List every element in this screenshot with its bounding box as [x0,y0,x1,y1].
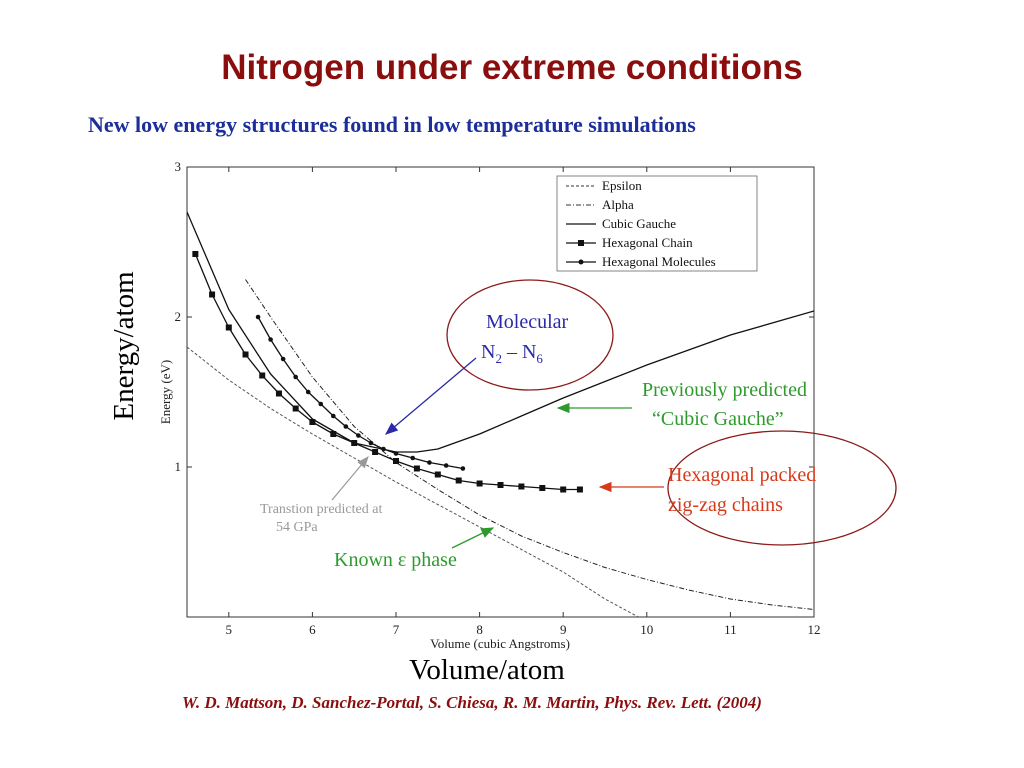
point-hexagonal-chain [434,471,441,478]
point-hexagonal-chain [372,449,379,455]
point-hexagonal-chain [393,458,399,464]
x-axis-label: Volume (cubic Angstroms) [430,636,570,651]
known-phase-label: Known ε phase [334,549,457,571]
point-hexagonal-chain [192,251,199,257]
known-phase-arrow [451,527,495,549]
point-hexagonal-chain [560,486,567,493]
legend-label-alpha: Alpha [602,197,634,212]
point-hexagonal-chain [330,431,337,437]
x-tick-label: 6 [309,622,316,637]
series-line-alpha [245,279,814,610]
point-hexagonal-molecules [318,401,324,407]
point-hexagonal-chain [476,480,483,487]
slide-title: Nitrogen under extreme conditions [221,48,803,87]
point-hexagonal-chain [455,477,462,484]
point-hexagonal-molecules [356,433,361,438]
big-x-label: Volume/atom [409,654,565,686]
point-hexagonal-molecules [410,455,416,461]
cubic-gauche-label-line2: “Cubic Gauche” [652,408,784,430]
point-hexagonal-chain [539,485,546,491]
point-hexagonal-chain [259,372,266,379]
point-hexagonal-molecules [268,337,273,342]
molecular-dash-n: – N [502,341,536,363]
point-hexagonal-molecules [343,424,349,429]
legend-marker-circle [578,259,584,265]
transition-label-line2: 54 GPa [276,520,318,535]
molecular-arrow [385,357,477,435]
transition-label-line1: Transtion predicted at [260,502,382,517]
point-hexagonal-molecules [368,440,374,446]
y-tick-label: 2 [175,309,182,324]
molecular-n-1: N [481,341,495,363]
point-hexagonal-chain [209,291,216,298]
point-hexagonal-molecules [305,389,311,395]
y-axis-label: Energy (eV) [158,360,173,424]
molecular-sub-2: 2 [495,351,502,366]
point-hexagonal-chain [292,405,299,412]
big-y-label: Energy/atom [108,271,140,421]
molecular-label-line1: Molecular [486,311,569,333]
legend: Epsilon Alpha Cubic Gauche Hexagonal Cha… [556,175,758,272]
legend-label-epsilon: Epsilon [602,178,642,193]
y-tick-label: 3 [175,159,182,174]
point-hexagonal-molecules [443,463,449,468]
point-hexagonal-molecules [331,413,336,419]
legend-label-cubic-gauche: Cubic Gauche [602,216,676,231]
point-hexagonal-chain [576,486,583,493]
point-hexagonal-molecules [280,356,286,362]
series-layer [187,211,814,617]
molecular-sub-6: 6 [536,351,543,366]
point-hexagonal-chain [309,419,316,425]
point-hexagonal-molecules [293,374,298,380]
plot-frame [186,166,815,618]
series-line-hexagonal-molecules [257,316,464,470]
slide-subtitle: New low energy structures found in low t… [88,112,696,137]
y-tick-label: 1 [175,459,182,474]
x-tick-label: 11 [724,622,737,637]
point-hexagonal-chain [225,324,232,331]
hex-chain-label-line1: Hexagonal packed [668,464,816,486]
series-line-hexagonal-chain [194,253,580,491]
point-hexagonal-chain [351,440,358,446]
x-tick-label: 12 [808,622,821,637]
transition-arrow [331,456,369,501]
x-tick-label: 8 [476,622,483,637]
x-tick-label: 9 [560,622,567,637]
point-hexagonal-chain [242,351,249,358]
point-hexagonal-molecules [381,446,386,452]
point-hexagonal-chain [413,465,420,472]
legend-label-hexagonal-molecules: Hexagonal Molecules [602,254,716,269]
point-hexagonal-molecules [427,460,432,465]
legend-marker-square [578,240,584,246]
hex-chain-label-line2: zig-zag chains [668,494,783,516]
point-hexagonal-molecules [393,451,399,456]
citation: W. D. Mattson, D. Sanchez-Portal, S. Chi… [182,693,762,712]
series-line-epsilon [187,346,639,617]
point-hexagonal-molecules [460,466,466,471]
series-line-cubic-gauche [187,211,814,453]
point-hexagonal-chain [518,483,525,490]
point-hexagonal-chain [497,482,504,488]
legend-label-hexagonal-chain: Hexagonal Chain [602,235,693,250]
cubic-gauche-label-line1: Previously predicted [642,379,807,401]
hex-chain-ellipse [667,430,897,546]
molecular-label-line2: N2 – N6 [481,341,543,366]
point-hexagonal-chain [275,390,282,397]
x-tick-label: 7 [393,622,400,637]
x-tick-label: 10 [640,622,653,637]
point-hexagonal-molecules [255,314,261,320]
x-tick-label: 5 [226,622,233,637]
molecular-ellipse [446,279,614,391]
